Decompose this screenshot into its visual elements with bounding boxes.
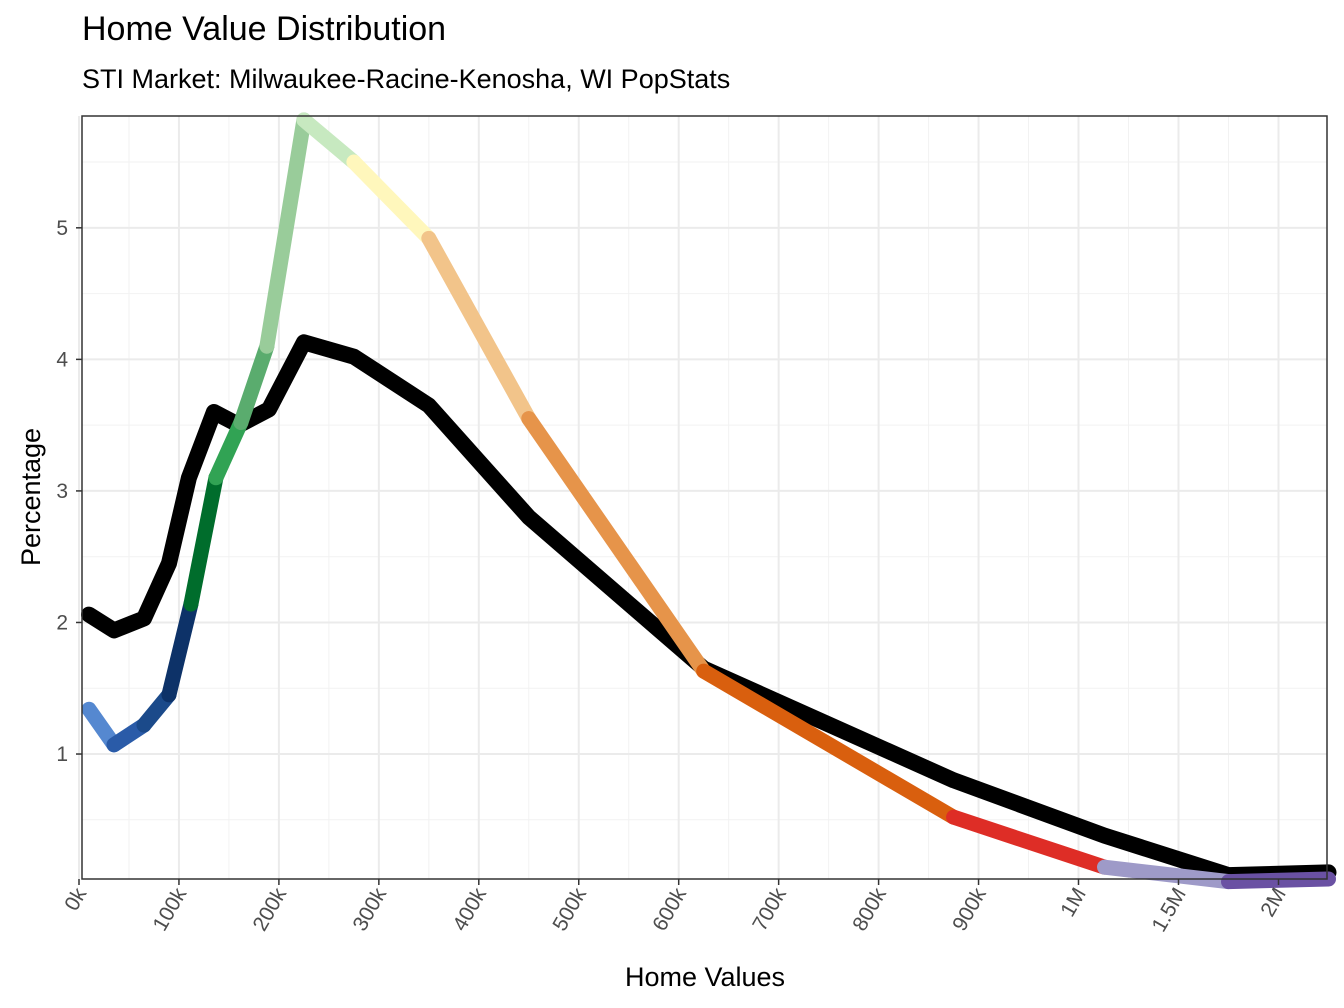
x-tick-label: 600k (648, 884, 691, 935)
series-segment (161, 596, 199, 703)
x-tick-label: 2M (1256, 884, 1291, 921)
y-tick-label: 2 (56, 611, 68, 634)
series-segment (183, 470, 224, 612)
series-segment (233, 338, 275, 431)
y-tick-label: 3 (56, 480, 68, 503)
series-segment (946, 809, 1112, 875)
y-tick-label: 1 (56, 743, 68, 766)
series-segment (346, 154, 437, 246)
x-tick-label: 400k (448, 884, 491, 935)
x-tick-label: 300k (348, 884, 391, 935)
x-tick-label: 1M (1056, 884, 1091, 921)
y-tick-label: 5 (56, 217, 68, 240)
x-tick-label: 900k (948, 884, 991, 935)
x-axis-title: Home Values (625, 962, 785, 992)
plot-panel (82, 116, 1327, 879)
x-tick-label: 100k (149, 884, 192, 935)
series-segment (521, 411, 712, 679)
series-segment (259, 112, 312, 354)
plot-border (81, 115, 1328, 880)
x-tick-label: 1.5M (1148, 884, 1191, 936)
x-tick-label: 800k (848, 884, 891, 935)
series-segment (208, 415, 249, 486)
y-axis: 1 2 3 4 5 (56, 217, 82, 766)
y-tick-label: 4 (56, 348, 68, 371)
chart-subtitle: STI Market: Milwaukee-Racine-Kenosha, WI… (82, 64, 731, 94)
x-axis: 0k 100k 200k 300k 400k 500k 600k 700k 800k 900k 1M… (60, 879, 1291, 936)
chart-title: Home Value Distribution (82, 10, 447, 48)
series-segment (696, 663, 962, 825)
y-axis-title: Percentage (16, 428, 46, 566)
x-tick-label: 0k (60, 884, 91, 915)
series-segment (421, 230, 537, 427)
x-tick-label: 500k (548, 884, 591, 935)
x-tick-label: 700k (748, 884, 791, 935)
series-segment (296, 112, 362, 170)
x-tick-label: 200k (249, 884, 292, 935)
series-colored-line (81, 112, 1336, 890)
